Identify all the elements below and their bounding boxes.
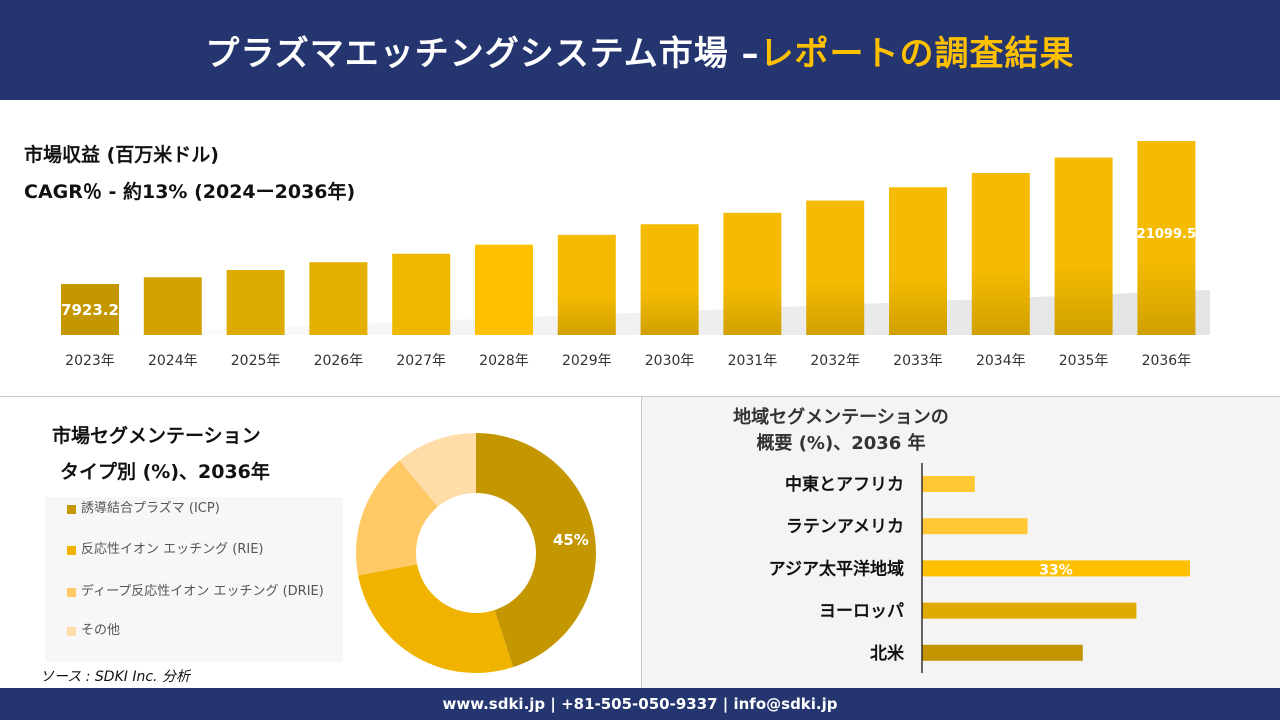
- x-tick-label: 2034年: [976, 353, 1026, 369]
- region-title-line2: 概要 (%)、2036 年: [756, 433, 926, 454]
- region-bar: [922, 644, 1083, 661]
- revenue-bar-2029年: [557, 234, 616, 335]
- revenue-bar-2036年: [1137, 141, 1196, 335]
- region-label: ラテンアメリカ: [786, 517, 904, 537]
- region-label: 中東とアフリカ: [785, 474, 904, 495]
- cagr-label: CAGR％ - 約13% (2024ー2036年): [24, 181, 356, 203]
- revenue-bar-chart: 2023年 7923.2 2024年 2025年 2026年 2027年 2028年 2029…: [61, 141, 1210, 369]
- revenue-bar-2031年: [723, 212, 782, 335]
- donut-slice: [358, 564, 514, 673]
- x-tick-label: 2024年: [148, 353, 198, 369]
- region-label: 北米: [870, 643, 905, 664]
- legend-item: 反応性イオン エッチング (RIE): [67, 540, 337, 560]
- revenue-bar-2035年: [1054, 157, 1113, 335]
- x-tick-label: 2030年: [645, 353, 695, 369]
- donut-slice: [476, 433, 597, 668]
- revenue-bar-2025年: [226, 270, 285, 335]
- revenue-bar-2032年: [806, 200, 865, 335]
- legend-item: その他: [67, 621, 337, 641]
- revenue-bar-2023年: [61, 284, 119, 335]
- x-tick-label: 2032年: [810, 353, 860, 369]
- legend-item: 誘導結合プラズマ (ICP): [67, 499, 337, 519]
- region-bar: [922, 476, 975, 492]
- region-title-line1: 地域セグメンテーションの: [733, 407, 949, 428]
- legend-swatch: [67, 588, 76, 597]
- legend-swatch: [67, 505, 76, 514]
- revenue-bar-2033年: [889, 187, 947, 335]
- region-label: アジア太平洋地域: [769, 558, 904, 579]
- x-tick-label: 2026年: [314, 353, 364, 369]
- x-tick-label: 2023年: [65, 353, 115, 369]
- region-label: ヨーロッパ: [819, 602, 904, 622]
- legend-label: 誘導結合プラズマ (ICP): [81, 501, 220, 516]
- divider: [0, 396, 1280, 397]
- revenue-bar-2030年: [640, 224, 699, 335]
- revenue-bar-2026年: [309, 262, 368, 335]
- donut-slice: [399, 433, 476, 507]
- donut-legend: 誘導結合プラズマ (ICP) 反応性イオン エッチング (RIE) ディープ反応…: [45, 497, 343, 662]
- x-tick-label: 2029年: [562, 353, 612, 369]
- x-tick-label: 2033年: [893, 353, 943, 369]
- legend-label: 反応性イオン エッチング (RIE): [81, 542, 264, 557]
- x-tick-label: 2027年: [396, 353, 446, 369]
- donut-data-label: 45%: [553, 531, 589, 549]
- x-tick-label: 2035年: [1059, 353, 1109, 369]
- region-bar: [922, 518, 1028, 535]
- header-title: プラズマエッチングシステム市場 –: [205, 33, 760, 74]
- region-bar: [922, 560, 1190, 577]
- region-data-label: 33%: [1039, 562, 1073, 578]
- revenue-bar-2028年: [475, 244, 533, 335]
- segment-subtitle: タイプ別 (%)、2036年: [60, 461, 270, 483]
- header-title-highlight: レポートの調査結果: [759, 33, 1075, 74]
- region-panel: [641, 397, 1280, 688]
- region-bar: [922, 602, 1137, 619]
- data-label: 7923.2: [61, 301, 119, 319]
- source-note: ソース : SDKI Inc. 分析: [40, 669, 190, 685]
- data-label: 21099.5: [1137, 227, 1196, 242]
- segment-title: 市場セグメンテーション: [52, 425, 261, 447]
- type-donut-chart: 45%: [356, 433, 597, 673]
- x-tick-label: 2028年: [479, 353, 529, 369]
- legend-label: その他: [81, 623, 121, 638]
- x-tick-label: 2031年: [728, 353, 778, 369]
- revenue-bar-2034年: [971, 172, 1030, 335]
- region-title: 地域セグメンテーションの 概要 (%)、2036 年: [641, 405, 1041, 457]
- revenue-title: 市場収益 (百万米ドル): [24, 144, 219, 166]
- legend-swatch: [67, 546, 76, 555]
- legend-swatch: [67, 627, 76, 636]
- header-banner: プラズマエッチングシステム市場 – レポートの調査結果: [0, 0, 1280, 100]
- x-tick-label: 2036年: [1142, 353, 1192, 369]
- legend-item: ディープ反応性イオン エッチング (DRIE): [67, 582, 337, 602]
- revenue-bar-2027年: [392, 253, 451, 335]
- revenue-bar-2024年: [143, 277, 202, 335]
- legend-label: ディープ反応性イオン エッチング (DRIE): [81, 584, 324, 599]
- x-tick-label: 2025年: [231, 353, 281, 369]
- donut-slice: [356, 460, 438, 576]
- footer-contact: www.sdki.jp | +81-505-050-9337 | info@sd…: [0, 688, 1280, 720]
